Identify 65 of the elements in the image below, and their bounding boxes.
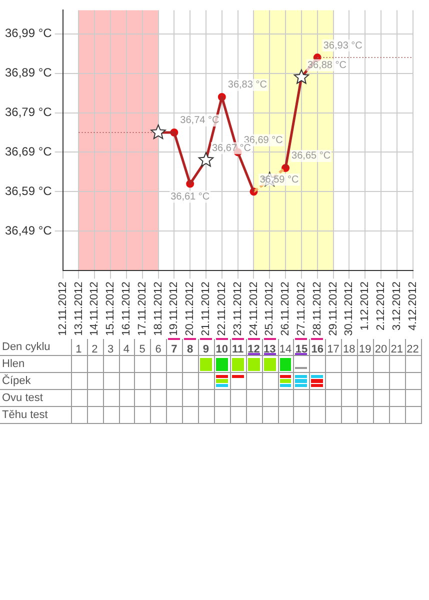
x-tick-label: 19.11.2012 (168, 282, 180, 336)
x2-tick-label: 5 (139, 343, 146, 356)
data-label: 36,93 °C (323, 40, 362, 52)
x-tick-label: 30.11.2012 (343, 282, 356, 336)
data-label: 36,69 °C (244, 134, 283, 146)
x-tick-label: 21.11.2012 (200, 282, 212, 336)
x2-tick-label: 8 (187, 343, 194, 356)
y-tick-label: 36,59 °C (5, 184, 52, 198)
x2-tick-label: 11 (232, 343, 244, 356)
x-tick-label: 18.11.2012 (152, 282, 164, 336)
x-tick-label: 13.11.2012 (72, 282, 85, 336)
data-label: 36,65 °C (292, 150, 331, 162)
y-tick-label: 36,69 °C (5, 144, 52, 159)
x2-tick-label: 7 (171, 343, 178, 356)
x2-tick-label: 1 (76, 343, 82, 356)
x-tick-label: 1.12.2012 (359, 282, 372, 330)
x-tick-label: 27.11.2012 (295, 282, 308, 336)
x2-axis-title: Den cyklu (2, 340, 50, 355)
x-tick-label: 23.11.2012 (232, 282, 244, 336)
x-tick-label: 4.12.2012 (406, 282, 419, 330)
x-tick-label: 15.11.2012 (104, 282, 117, 336)
x-tick-label: 22.11.2012 (216, 282, 228, 336)
text: Těhu test (2, 408, 48, 423)
data-label: 36,61 °C (170, 192, 210, 203)
text: Ovu test (2, 390, 43, 406)
data-label: 36,88 °C (307, 60, 346, 72)
x2-tick-label: 17 (327, 343, 340, 356)
x2-tick-label: 22 (406, 343, 419, 356)
text: Čípek (2, 373, 31, 389)
x2-tick-label: 15 (295, 343, 308, 356)
x2-tick-label: 4 (123, 343, 130, 356)
x-tick-label: 28.11.2012 (311, 282, 324, 336)
x2-tick-label: 18 (343, 343, 356, 356)
y-tick-label: 36,99 °C (5, 26, 52, 40)
x-tick-label: 26.11.2012 (280, 282, 292, 336)
x-tick-label: 24.11.2012 (248, 282, 260, 336)
x-tick-label: 16.11.2012 (120, 282, 132, 336)
x2-tick-label: 21 (390, 343, 404, 356)
data-label: 36,74 °C (180, 115, 220, 126)
data-label: 36,83 °C (228, 80, 267, 91)
x-tick-label: 2.12.2012 (375, 282, 388, 330)
x-tick-label: 12.11.2012 (56, 282, 69, 336)
x-tick-label: 3.12.2012 (390, 282, 403, 330)
x2-tick-label: 12 (248, 343, 260, 356)
x-tick-label: 20.11.2012 (184, 282, 196, 336)
x-tick-label: 17.11.2012 (136, 282, 148, 336)
x2-tick-label: 9 (202, 343, 210, 356)
x2-tick-label: 2 (92, 343, 98, 356)
x2-tick-label: 20 (374, 343, 388, 356)
x2-tick-label: 16 (311, 343, 324, 356)
text: Hlen (2, 356, 25, 372)
data-label: 36,59 °C (260, 174, 299, 186)
x-tick-label: 29.11.2012 (327, 282, 340, 336)
y-tick-label: 36,89 °C (5, 66, 52, 80)
x-tick-label: 25.11.2012 (264, 282, 276, 336)
data-label: 36,67 °C (212, 142, 252, 154)
y-tick-label: 36,49 °C (5, 223, 52, 238)
y-tick-label: 36,79 °C (5, 105, 52, 120)
x2-tick-label: 10 (216, 343, 228, 356)
x2-tick-label: 6 (155, 343, 162, 356)
x2-tick-label: 19 (358, 343, 372, 356)
x2-tick-label: 13 (264, 343, 276, 356)
x2-tick-label: 14 (279, 343, 292, 356)
x-tick-label: 14.11.2012 (88, 282, 101, 336)
x2-tick-label: 3 (107, 343, 114, 356)
